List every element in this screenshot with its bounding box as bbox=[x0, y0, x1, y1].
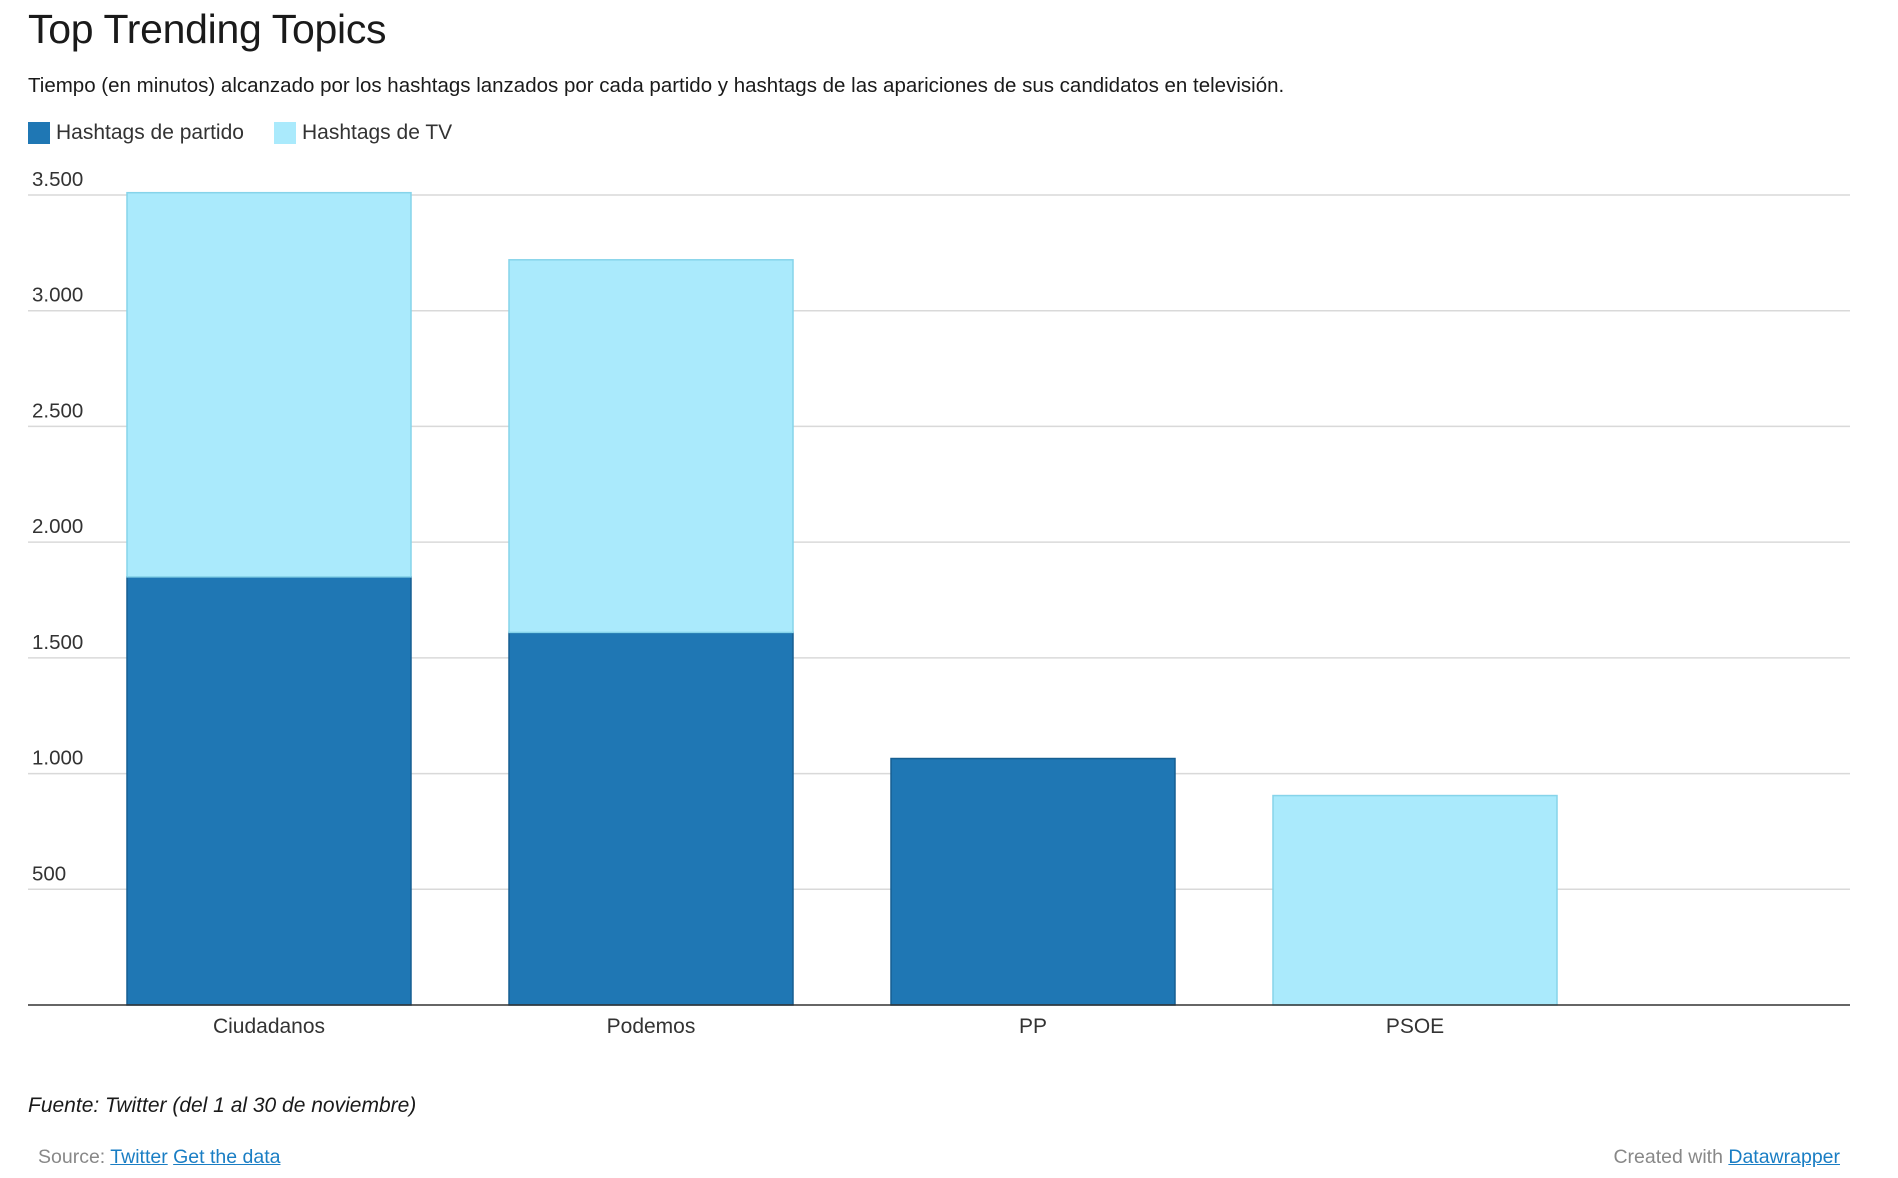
chart-notes: Fuente: Twitter (del 1 al 30 de noviembr… bbox=[28, 1094, 416, 1118]
y-tick-label: 2.000 bbox=[32, 515, 83, 538]
source-prefix: Source: bbox=[38, 1146, 105, 1168]
get-data-link[interactable]: Get the data bbox=[173, 1146, 280, 1168]
y-tick-label: 2.500 bbox=[32, 399, 83, 422]
created-prefix: Created with bbox=[1613, 1146, 1722, 1168]
y-tick-label: 1.000 bbox=[32, 747, 83, 770]
bar-ciudadanos-tv bbox=[127, 193, 411, 577]
y-tick-label: 3.000 bbox=[32, 284, 83, 307]
bar-psoe-tv bbox=[1273, 796, 1557, 1005]
x-tick-label: Ciudadanos bbox=[213, 1015, 325, 1038]
bar-pp-party bbox=[891, 759, 1175, 1005]
x-tick-label: Podemos bbox=[607, 1015, 696, 1038]
y-tick-label: 3.500 bbox=[32, 168, 83, 191]
x-tick-label: PSOE bbox=[1386, 1015, 1444, 1038]
bar-ciudadanos-party bbox=[127, 577, 411, 1005]
bar-podemos-party bbox=[509, 632, 793, 1005]
stacked-bar-chart: 500 1.000 1.500 2.000 2.500 3.000 3.500 Ciudada… bbox=[0, 0, 1898, 1060]
bar-podemos-tv bbox=[509, 260, 793, 633]
x-tick-label: PP bbox=[1019, 1015, 1047, 1038]
bars bbox=[127, 193, 1557, 1005]
datawrapper-link[interactable]: Datawrapper bbox=[1728, 1146, 1840, 1168]
source-link[interactable]: Twitter bbox=[110, 1146, 167, 1168]
footer-credit: Created with Datawrapper bbox=[1613, 1148, 1840, 1168]
y-tick-label: 500 bbox=[32, 862, 66, 885]
footer-source: Source: Twitter Get the data bbox=[38, 1148, 280, 1168]
y-tick-label: 1.500 bbox=[32, 631, 83, 654]
